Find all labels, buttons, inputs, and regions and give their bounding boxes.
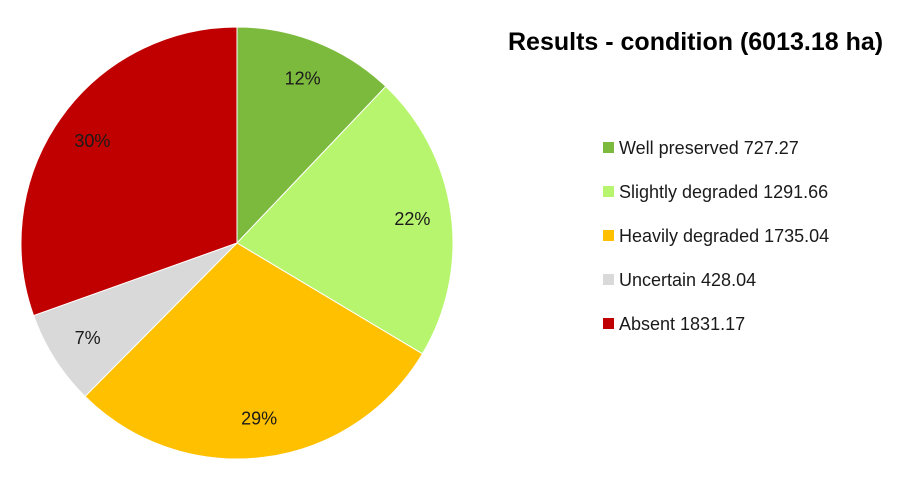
- legend-label: Absent 1831.17: [619, 314, 745, 334]
- pie-slices: [20, 26, 454, 460]
- pie-percent-labels: 12% 22% 29% 7% 30%: [74, 69, 430, 429]
- chart-legend: Well preserved 727.27 Slightly degraded 1…: [603, 138, 829, 334]
- pie-slice-absent: [20, 26, 238, 317]
- legend-swatch: [603, 142, 614, 153]
- legend-swatch: [603, 186, 614, 197]
- slice-percent-label: 7%: [75, 328, 101, 348]
- legend-label: Well preserved 727.27: [619, 138, 799, 158]
- slice-percent-label: 30%: [74, 131, 110, 151]
- legend-label: Slightly degraded 1291.66: [619, 182, 828, 202]
- legend-swatch: [603, 230, 614, 241]
- legend-label: Uncertain 428.04: [619, 270, 756, 290]
- legend-label: Heavily degraded 1735.04: [619, 226, 829, 246]
- pie-slice-slightly-degraded: [236, 85, 454, 355]
- slice-percent-label: 22%: [394, 209, 430, 229]
- pie-slice-well-preserved: [236, 26, 387, 245]
- pie-slice-heavily-degraded: [84, 242, 424, 460]
- legend-swatch: [603, 274, 614, 285]
- slice-percent-label: 12%: [285, 69, 321, 89]
- legend-swatch: [603, 318, 614, 329]
- slice-percent-label: 29%: [241, 409, 277, 429]
- chart-title: Results - condition (6013.18 ha): [508, 28, 883, 56]
